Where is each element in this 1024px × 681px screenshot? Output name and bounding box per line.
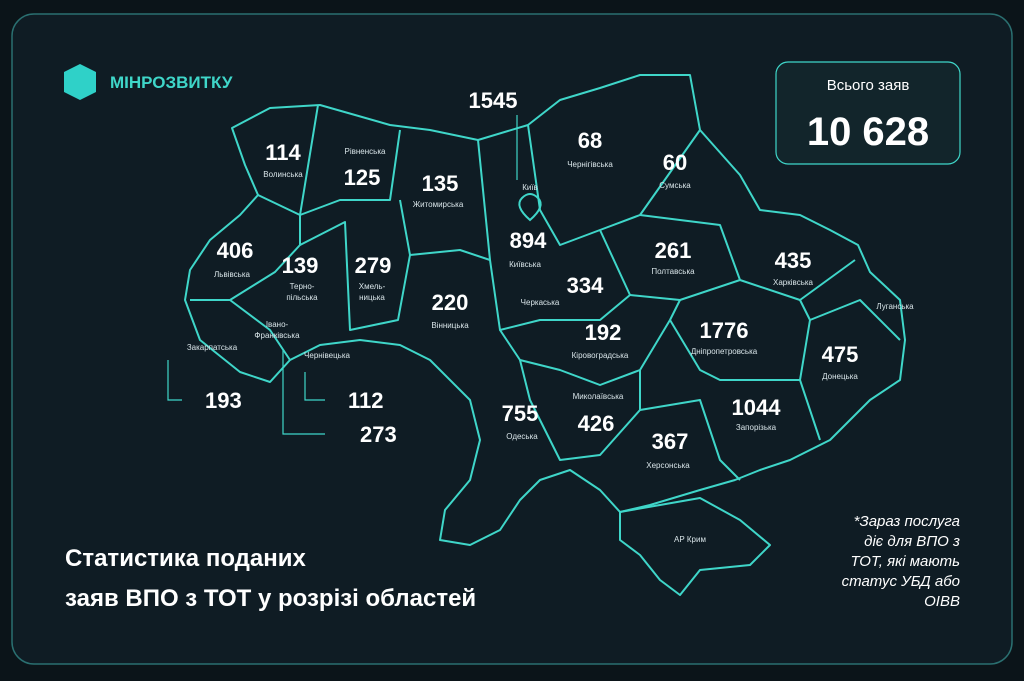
region-name: Волинська (263, 170, 303, 179)
region-value: 193 (205, 388, 242, 413)
logo: МІНРОЗВИТКУ (64, 64, 233, 100)
region-value: 60 (663, 150, 687, 175)
region-name: Сумська (659, 181, 691, 190)
region-value: 112 (348, 388, 384, 413)
region-value: 139 (282, 253, 319, 278)
region-value: 475 (822, 342, 859, 367)
region-name: Хмель- (359, 282, 386, 291)
region-name: Закарпатська (187, 343, 238, 352)
region-value: 192 (585, 320, 622, 345)
region-value: 426 (578, 411, 615, 436)
region-value: 135 (422, 171, 459, 196)
footnote-line: ТОТ, які мають (850, 553, 960, 570)
region-name: ницька (359, 293, 385, 302)
frame (11, 13, 1013, 665)
boundary (669, 299, 811, 381)
kyiv-marker (518, 193, 542, 222)
region-name: Житомирська (413, 200, 464, 209)
region-name: АР Крим (674, 535, 706, 544)
boundary (639, 399, 741, 481)
region-value: 114 (265, 140, 301, 165)
leader-line (304, 372, 325, 401)
region-value: 1044 (732, 395, 782, 420)
region-value: 1776 (700, 318, 749, 343)
footnote-line: ОІВВ (924, 593, 960, 610)
region-name: Чернівецька (304, 351, 350, 360)
region-name: Київська (509, 260, 541, 269)
region-value: 1545 (469, 88, 518, 113)
region-name: Вінницька (431, 321, 469, 330)
crimea (619, 497, 771, 596)
title-line: Статистика поданих (65, 545, 306, 572)
leader-line (167, 360, 182, 401)
region-name: Чернігівська (567, 160, 613, 169)
region-name: Івано- (266, 320, 289, 329)
border (184, 74, 906, 546)
leader-line (282, 350, 325, 435)
boundary (399, 139, 491, 261)
region-value: 68 (578, 128, 602, 153)
map-outline (184, 74, 906, 596)
region-name: Одеська (506, 432, 538, 441)
footnote-line: діє для ВПО з (864, 533, 960, 550)
region-value: 279 (355, 253, 392, 278)
title: Статистика поданих заяв ВПО з ТОТ у розр… (65, 545, 476, 612)
logo-icon (64, 64, 96, 100)
boundary (299, 221, 411, 331)
regions: Волинська 114 Рівненська 125 Житомирська 135 К… (187, 88, 914, 544)
title-line: заяв ВПО з ТОТ у розрізі областей (65, 585, 476, 612)
region-name: Київ (522, 183, 538, 192)
logo-text: МІНРОЗВИТКУ (110, 73, 233, 92)
region-name: Терно- (290, 282, 315, 291)
region-value: 406 (217, 238, 254, 263)
region-name: Полтавська (651, 267, 695, 276)
boundary (257, 129, 401, 216)
region-name: Львівська (214, 270, 250, 279)
region-name: пільська (286, 293, 318, 302)
region-name: Дніпропетровська (691, 347, 758, 356)
region-value: 755 (502, 401, 539, 426)
region-name: Луганська (876, 302, 914, 311)
footnote-line: статус УБД або (842, 573, 960, 590)
region-name: Херсонська (646, 461, 690, 470)
leaders (167, 115, 518, 435)
boundary (809, 299, 901, 341)
footnote: *Зараз послуга діє для ВПО з ТОТ, які мают… (842, 513, 960, 610)
region-value: 125 (344, 165, 381, 190)
region-value: 261 (655, 238, 692, 263)
region-value: 220 (432, 290, 469, 315)
region-name: Черкаська (521, 298, 560, 307)
region-name: Миколаївська (573, 392, 624, 401)
boundary (190, 104, 319, 301)
region-value: 367 (652, 429, 689, 454)
region-value: 334 (567, 273, 604, 298)
region-name: Кіровоградська (572, 351, 629, 360)
total-frame (775, 61, 961, 165)
region-name: Франківська (254, 331, 300, 340)
footnote-line: *Зараз послуга (854, 513, 960, 530)
region-value: 894 (510, 228, 547, 253)
region-name: Рівненська (345, 147, 386, 156)
region-name: Донецька (822, 372, 858, 381)
region-name: Запорізька (736, 423, 777, 432)
region-name: Харківська (773, 278, 814, 287)
boundary (799, 379, 821, 441)
total-box: Всього заяв 10 628 (775, 61, 961, 165)
region-value: 273 (360, 422, 397, 447)
region-value: 435 (775, 248, 812, 273)
boundary (519, 359, 641, 461)
total-label: Всього заяв (827, 77, 910, 94)
total-value: 10 628 (807, 110, 929, 154)
